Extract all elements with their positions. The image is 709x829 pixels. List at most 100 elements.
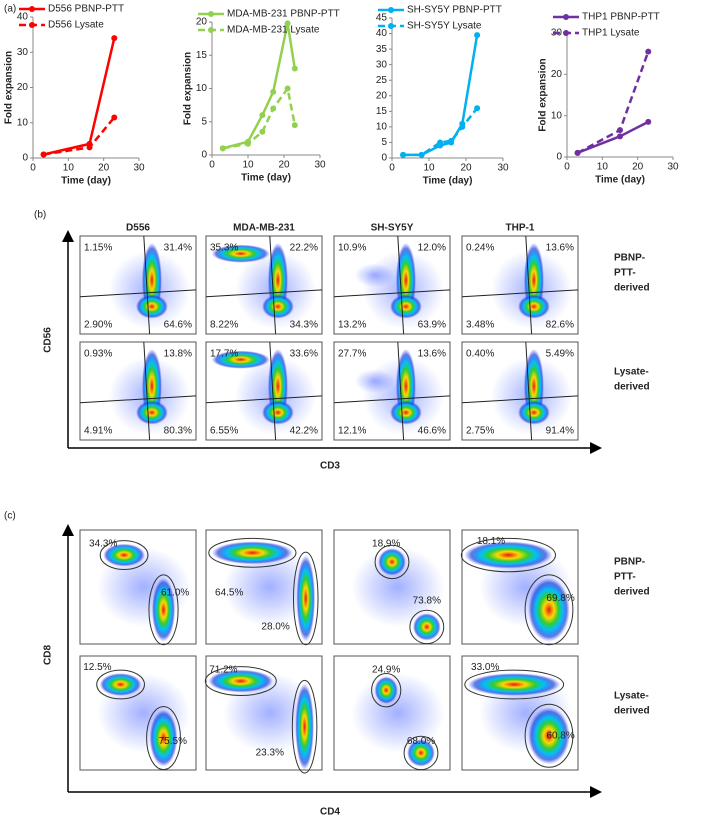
quadrant-percent: 0.93% [84,349,112,360]
x-tick-label: 20 [98,163,110,174]
x-tick-label: 30 [667,162,679,173]
row-label: derived [614,283,650,294]
quadrant-percent: 4.91% [84,426,112,437]
gate-percent: 28.0% [261,622,289,633]
row-label: PTT- [614,572,636,583]
gate-line [205,395,323,404]
legend-marker [29,22,35,28]
gate-line [79,289,197,298]
point [474,105,481,112]
legend-label: MDA-MB-231 Lysate [227,25,320,36]
quadrant-percent: 64.6% [164,320,192,331]
density [151,577,176,642]
column-header: THP-1 [506,223,535,234]
density [464,541,553,569]
series-line [403,34,479,157]
point [291,122,298,129]
gate-percent: 75.5% [159,736,187,747]
gate [464,669,565,700]
x-tick-label: 10 [423,163,435,174]
gate-line [461,289,579,298]
y-tick-label: 20 [376,90,388,101]
row-label: Lysate- [614,691,649,702]
row-label: derived [614,382,650,393]
gate [460,537,556,573]
gate [99,540,149,570]
quadrant-percent: 80.3% [164,426,192,437]
quadrant-percent: 2.90% [84,320,112,331]
quadrant-percent: 22.2% [290,243,318,254]
quadrant-percent: 27.7% [338,349,366,360]
density [295,683,314,770]
y-tick-label: 5 [381,137,387,148]
point [617,127,623,134]
y-tick-label: 25 [376,75,388,86]
column-header: D556 [126,223,150,234]
y-tick-label: 10 [17,117,29,128]
row-label: PBNP- [614,557,645,568]
y-tick-label: 20 [551,69,563,80]
density [211,541,293,565]
density [351,673,445,753]
density [135,400,168,425]
density [517,294,550,319]
point [437,139,444,146]
legend-label: THP1 PBNP-PTT [582,12,660,23]
legend-marker [388,7,394,13]
point [448,137,455,144]
density [412,613,441,641]
density [354,369,395,394]
density [135,294,168,319]
legend-marker [388,23,394,29]
quadrant-percent: 13.8% [164,349,192,360]
density [517,400,550,425]
gate-line [333,395,451,404]
axis-label: CD8 [43,645,54,665]
x-tick-label: 30 [314,160,326,171]
gate-percent: 18.9% [372,538,400,549]
quadrant-percent: 12.0% [418,243,446,254]
gate-percent: 71.2% [209,664,237,675]
x-tick-label: 0 [389,163,395,174]
y-tick-label: 5 [201,116,207,127]
x-tick-label: 10 [63,163,75,174]
x-tick-label: 20 [278,160,290,171]
legend-label: THP1 Lysate [582,28,640,39]
series-line [577,51,650,154]
point [284,20,291,27]
quadrant-percent: 82.6% [546,320,574,331]
series-line [403,107,479,157]
row-label: derived [614,706,650,717]
gate-line [79,395,197,404]
point [270,105,277,112]
axis-label: CD56 [43,327,54,353]
gate [292,551,319,646]
gate [291,679,318,774]
gate-line [333,289,451,298]
panel-label: (a) [4,4,16,15]
quadrant-percent: 17.7% [210,349,238,360]
gate [409,609,445,645]
quadrant-percent: 8.22% [210,320,238,331]
gate-percent: 73.8% [413,595,441,606]
series-line [43,116,116,156]
density [528,577,570,642]
y-tick-label: 15 [196,50,208,61]
x-tick-label: 20 [460,163,472,174]
y-axis-label: Fold expansion [538,58,549,131]
quadrant-percent: 35.3% [210,243,238,254]
quadrant-percent: 31.4% [164,243,192,254]
axis-label: CD4 [320,807,340,818]
y-tick-label: 0 [22,153,28,164]
y-tick-label: 20 [196,17,208,28]
x-tick-label: 0 [564,162,570,173]
column-header: MDA-MB-231 [233,223,295,234]
gate [204,666,277,696]
point [645,118,652,125]
quadrant-percent: 34.3% [290,320,318,331]
x-tick-label: 10 [597,162,609,173]
quadrant-percent: 10.9% [338,243,366,254]
density [211,350,270,369]
x-axis-label: Time (day) [61,176,111,187]
legend-label: D556 PBNP-PTT [48,4,124,15]
